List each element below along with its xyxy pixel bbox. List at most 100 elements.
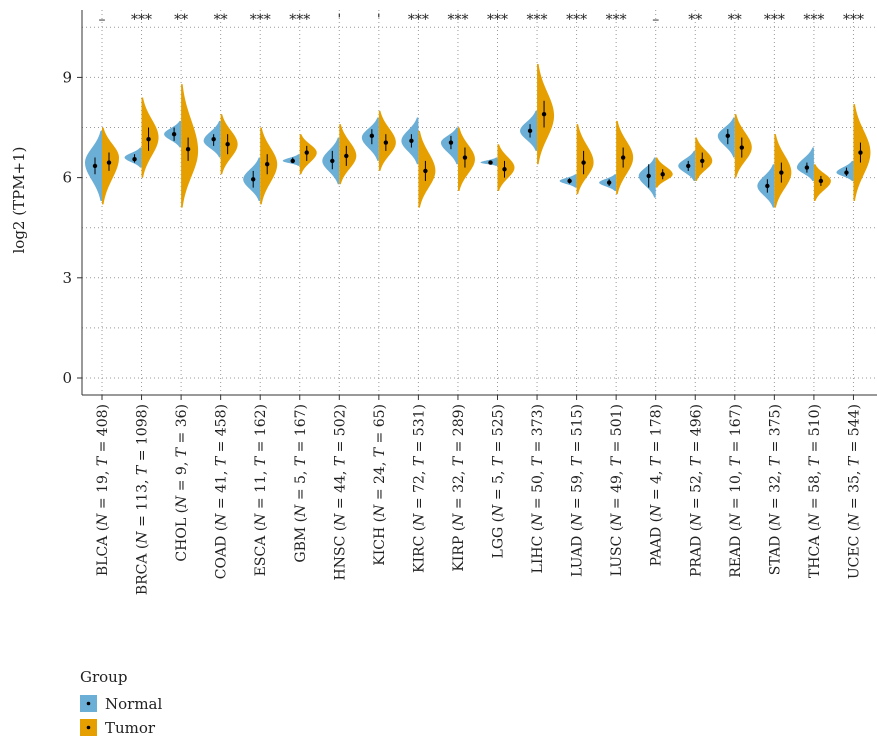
violin-tumor-luad xyxy=(576,124,594,195)
x-tick-label-esca: ESCA (N = 11, T = 162) xyxy=(253,404,269,576)
x-tick-label-lgg: LGG (N = 5, T = 525) xyxy=(491,404,507,558)
x-tick-label-stad: STAD (N = 32, T = 375) xyxy=(767,404,783,575)
significance-ucec: *** xyxy=(843,12,864,28)
median-normal-kich xyxy=(369,133,375,139)
median-tumor-prad xyxy=(700,158,705,164)
violin-tumor-paad xyxy=(655,157,673,188)
median-tumor-paad xyxy=(660,172,665,177)
violin-tumor-kirp xyxy=(457,127,475,191)
violin-tumor-kirc xyxy=(418,130,436,208)
significance-kich: ' xyxy=(377,12,381,28)
x-tick-label-hnsc: HNSC (N = 44, T = 502) xyxy=(332,404,348,580)
median-normal-thca xyxy=(804,165,810,170)
x-tick-label-blca: BLCA (N = 19, T = 408) xyxy=(95,404,111,576)
median-tumor-kirp xyxy=(462,155,468,160)
significance-brca: *** xyxy=(131,12,152,28)
median-normal-stad xyxy=(765,183,770,189)
significance-kirc: *** xyxy=(408,12,429,28)
axes xyxy=(81,10,877,396)
legend-dot-normal xyxy=(86,701,91,706)
median-tumor-blca xyxy=(106,160,112,165)
significance-lgg: *** xyxy=(487,12,508,28)
median-tumor-esca xyxy=(265,162,270,167)
violin-normal-brca xyxy=(124,147,142,168)
median-normal-kirc xyxy=(409,138,414,144)
violin-tumor-brca xyxy=(141,97,159,178)
y-ticks: 0 3 6 9 xyxy=(62,68,82,387)
median-tumor-kich xyxy=(383,140,389,145)
legend-item-normal: Normal xyxy=(80,695,162,713)
violin-normal-thca xyxy=(796,147,814,181)
median-normal-esca xyxy=(251,177,256,182)
grid-lines xyxy=(82,10,877,395)
median-normal-blca xyxy=(92,163,98,169)
y-tick-label: 3 xyxy=(62,269,72,287)
violin-tumor-kich xyxy=(378,110,396,171)
violin-normal-kich xyxy=(361,117,379,161)
significance-paad: – xyxy=(652,12,659,28)
median-normal-gbm xyxy=(290,158,295,164)
significance-luad: *** xyxy=(566,12,587,28)
median-normal-chol xyxy=(171,131,177,137)
median-normal-read xyxy=(725,133,730,139)
significance-thca: *** xyxy=(803,12,824,28)
median-normal-hnsc xyxy=(330,158,335,164)
violin-normal-read xyxy=(717,117,735,158)
median-tumor-brca xyxy=(146,136,151,142)
median-tumor-coad xyxy=(225,142,230,147)
median-normal-lgg xyxy=(488,160,493,165)
median-tumor-luad xyxy=(581,160,586,165)
violin-normal-kirp xyxy=(440,127,458,165)
x-tick-label-luad: LUAD (N = 59, T = 515) xyxy=(570,404,586,577)
legend-item-tumor: Tumor xyxy=(80,719,156,737)
violin-tumor-stad xyxy=(774,134,792,208)
x-tick-label-kirp: KIRP (N = 32, T = 289) xyxy=(451,404,467,572)
median-tumor-thca xyxy=(818,178,824,184)
median-tumor-read xyxy=(739,145,744,150)
violin-tumor-chol xyxy=(181,84,199,208)
significance-stad: *** xyxy=(764,12,785,28)
x-tick-label-chol: CHOL (N = 9, T = 36) xyxy=(174,404,190,562)
violins xyxy=(85,64,871,208)
significance-chol: ** xyxy=(174,12,188,28)
y-tick-label: 0 xyxy=(62,369,72,387)
median-normal-lusc xyxy=(606,180,612,185)
significance-labels: – *** ** ** *** *** ' ' *** *** *** *** *** *** – ** ** *… xyxy=(99,12,864,28)
violin-tumor-esca xyxy=(260,127,278,205)
x-tick-label-prad: PRAD (N = 52, T = 496) xyxy=(688,404,704,577)
median-normal-lihc xyxy=(527,128,533,134)
significance-kirp: *** xyxy=(447,12,468,28)
median-normal-kirp xyxy=(448,140,454,145)
x-tick-label-lihc: LIHC (N = 50, T = 373) xyxy=(530,404,546,573)
violin-normal-paad xyxy=(638,157,656,198)
median-normal-paad xyxy=(646,173,651,179)
significance-lusc: *** xyxy=(606,12,627,28)
y-tick-label: 9 xyxy=(62,68,72,86)
median-tumor-kirc xyxy=(423,168,428,174)
x-tick-label-paad: PAAD (N = 4, T = 178) xyxy=(649,404,665,566)
significance-hnsc: ' xyxy=(337,12,341,28)
x-tick-label-lusc: LUSC (N = 49, T = 501) xyxy=(609,404,625,576)
y-tick-label: 6 xyxy=(62,169,72,187)
significance-gbm: *** xyxy=(289,12,310,28)
x-ticks: BLCA (N = 19, T = 408) BRCA (N = 113, T =… xyxy=(95,395,862,595)
significance-coad: ** xyxy=(214,12,228,28)
legend: Group Normal Tumor xyxy=(80,668,162,737)
violin-tumor-hnsc xyxy=(339,124,357,185)
significance-blca: – xyxy=(99,12,106,28)
median-tumor-lgg xyxy=(502,167,507,172)
median-tumor-ucec xyxy=(858,150,863,155)
violin-tumor-gbm xyxy=(299,134,317,175)
x-tick-label-kich: KICH (N = 24, T = 65) xyxy=(372,404,388,566)
median-normal-prad xyxy=(686,163,691,169)
violin-tumor-lgg xyxy=(497,144,515,191)
legend-label-normal: Normal xyxy=(105,695,162,713)
significance-lihc: *** xyxy=(527,12,548,28)
median-tumor-chol xyxy=(185,147,191,152)
median-normal-brca xyxy=(132,157,137,162)
median-markers xyxy=(92,100,863,193)
violin-normal-ucec xyxy=(836,160,854,181)
x-tick-label-coad: COAD (N = 41, T = 458) xyxy=(214,404,230,579)
significance-prad: ** xyxy=(688,12,702,28)
